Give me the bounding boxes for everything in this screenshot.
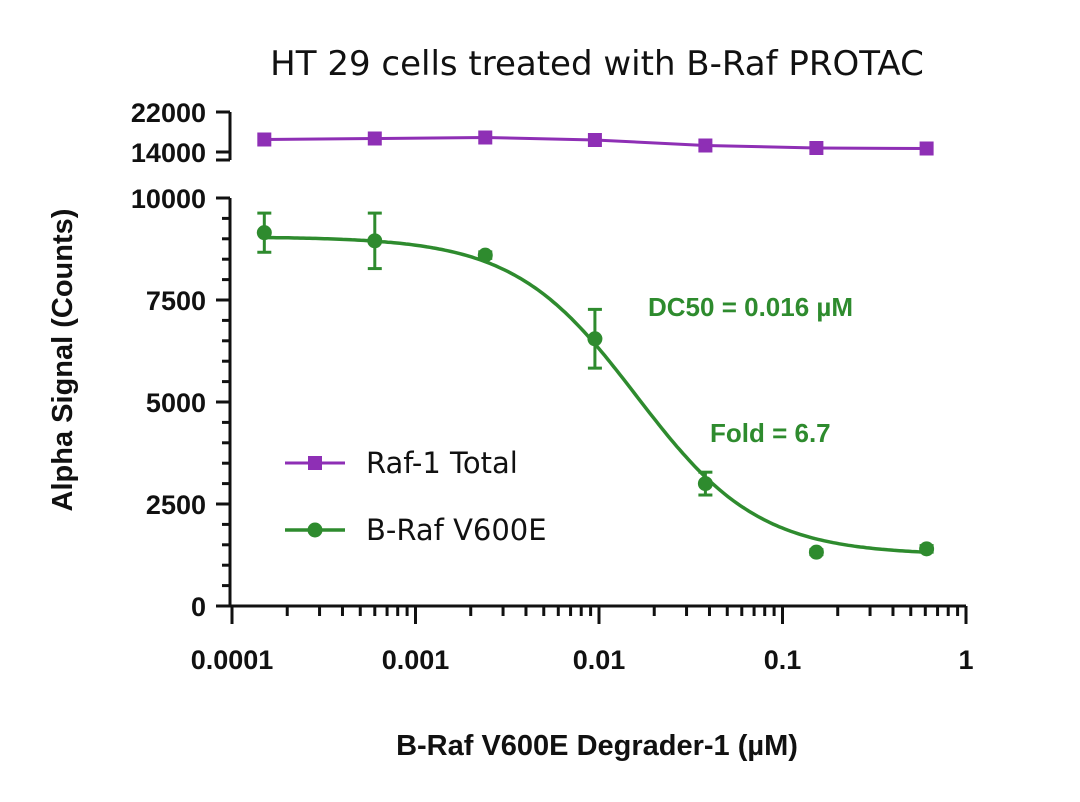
legend: Raf-1 Total B-Raf V600E bbox=[285, 446, 547, 547]
x-tick-label: 0.01 bbox=[573, 645, 626, 675]
x-tick-label: 0.0001 bbox=[191, 645, 274, 675]
marker-b-raf-v600e bbox=[477, 247, 493, 263]
marker-b-raf-v600e bbox=[587, 331, 603, 347]
y-tick-label: 2500 bbox=[146, 490, 206, 520]
y-axis-label: Alpha Signal (Counts) bbox=[47, 209, 79, 512]
fit-curve-b-raf-v600e bbox=[264, 235, 927, 554]
x-tick-label: 0.001 bbox=[382, 645, 450, 675]
y-tick-label: 0 bbox=[191, 592, 206, 622]
marker-b-raf-v600e bbox=[367, 233, 383, 249]
marker-raf-1-total bbox=[367, 131, 382, 146]
marker-raf-1-total bbox=[587, 133, 602, 147]
marker-b-raf-v600e bbox=[808, 544, 824, 560]
x-tick-label: 0.1 bbox=[764, 645, 802, 675]
marker-raf-1-total bbox=[257, 132, 272, 147]
x-axis-label: B-Raf V600E Degrader-1 (µM) bbox=[396, 730, 798, 762]
marker-raf-1-total bbox=[919, 141, 934, 156]
y-tick-label: 10000 bbox=[131, 184, 206, 214]
y-tick-label: 22000 bbox=[131, 98, 206, 128]
marker-b-raf-v600e bbox=[919, 541, 935, 557]
marker-raf-1-total bbox=[809, 141, 824, 155]
annotation-dc50: DC50 = 0.016 µM bbox=[648, 292, 853, 322]
legend-marker-b-raf-v600e bbox=[307, 522, 323, 538]
marker-b-raf-v600e bbox=[697, 476, 713, 492]
chart-title: HT 29 cells treated with B-Raf PROTAC bbox=[270, 44, 924, 84]
legend-marker-raf-1-total bbox=[308, 456, 322, 470]
y-tick-label: 14000 bbox=[131, 138, 206, 168]
annotation-fold: Fold = 6.7 bbox=[710, 418, 831, 448]
marker-raf-1-total bbox=[698, 138, 713, 153]
legend-label-raf-1-total: Raf-1 Total bbox=[366, 446, 518, 480]
y-tick-label: 5000 bbox=[146, 388, 206, 418]
x-tick-label: 1 bbox=[958, 645, 973, 675]
legend-label-b-raf-v600e: B-Raf V600E bbox=[366, 513, 547, 547]
plot-area bbox=[256, 130, 935, 560]
marker-b-raf-v600e bbox=[256, 225, 272, 241]
y-tick-label: 7500 bbox=[146, 286, 206, 316]
axes: 0 2500 5000 7500 10000 14000 22000 0.0001 0.001 0… bbox=[131, 98, 974, 675]
marker-raf-1-total bbox=[478, 130, 493, 145]
